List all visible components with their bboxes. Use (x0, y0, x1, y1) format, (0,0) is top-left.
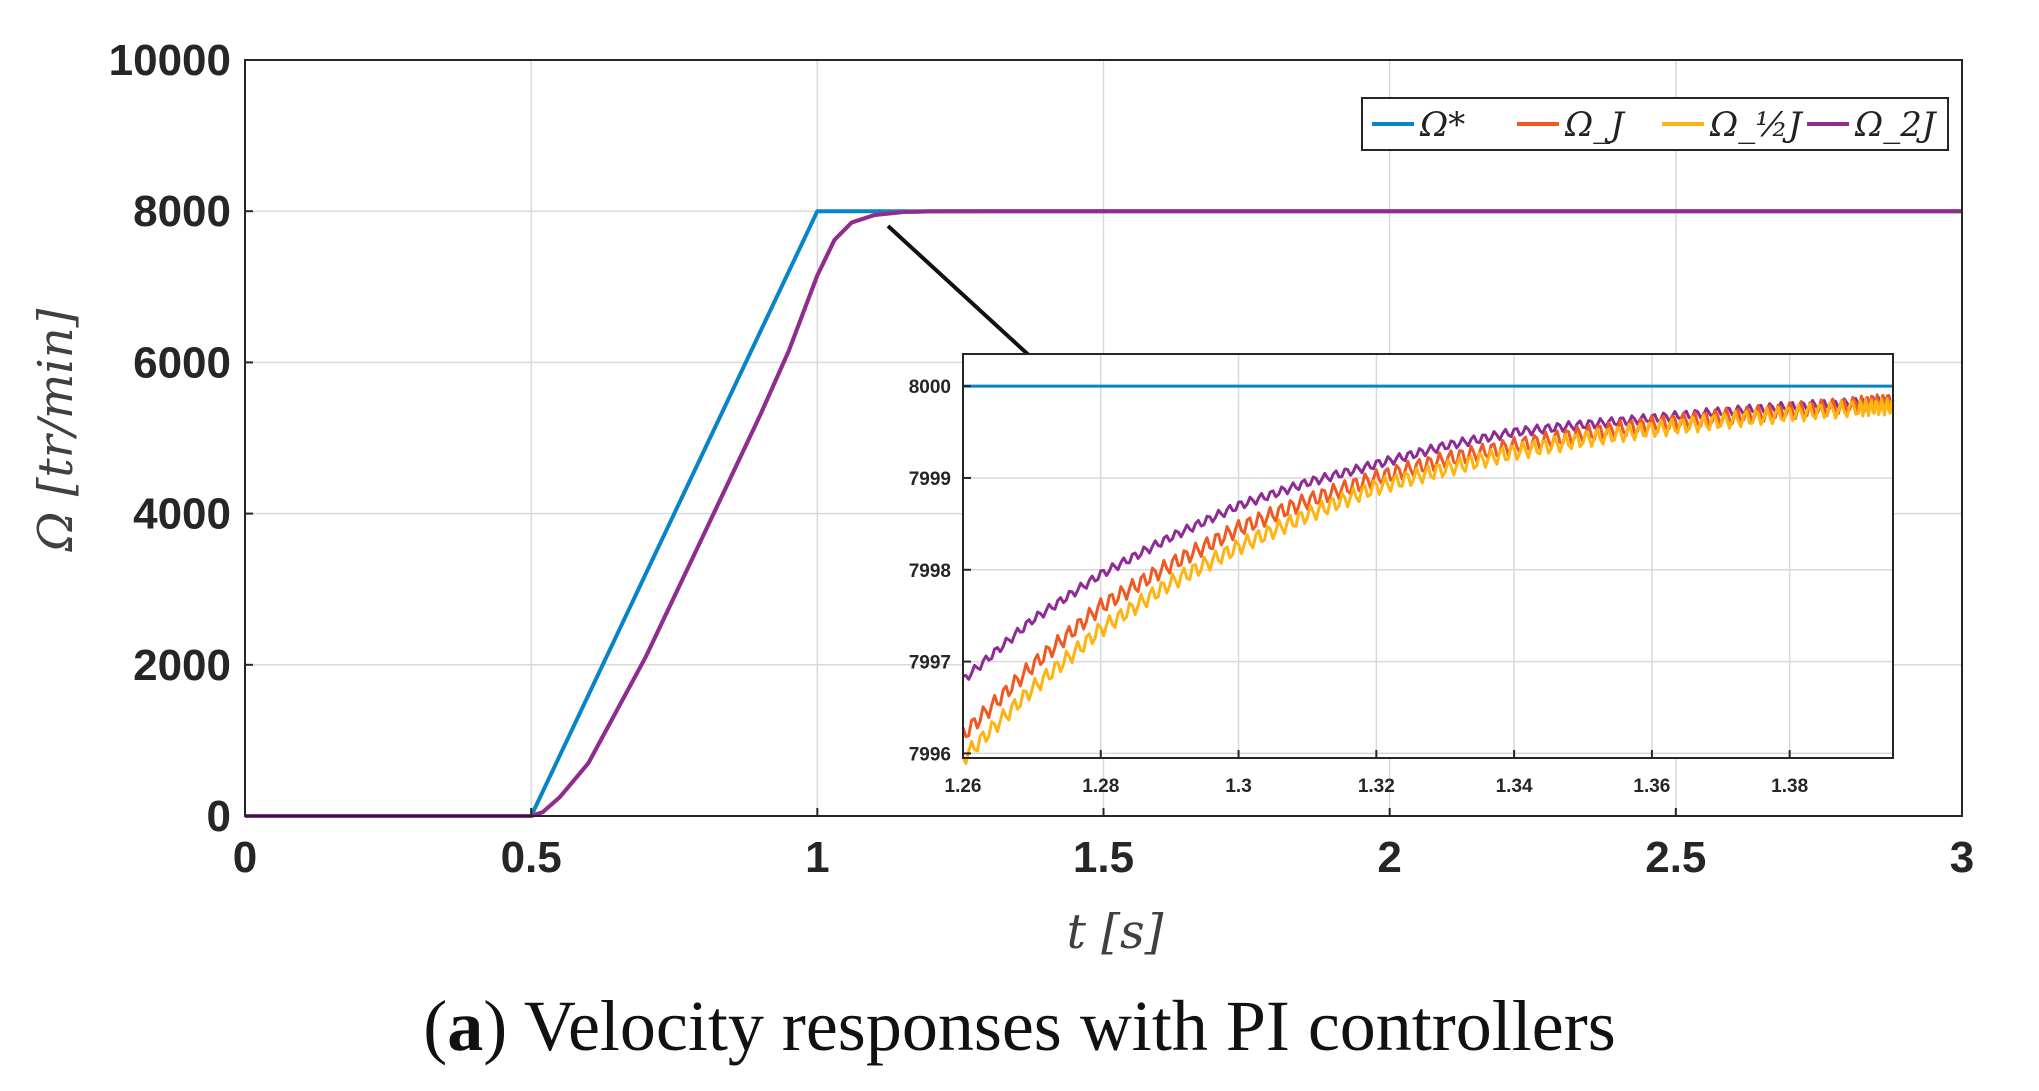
inset-x-tick-label: 1.38 (1771, 776, 1808, 797)
main-y-tick-label: 8000 (133, 187, 231, 236)
inset-series-half-j (961, 397, 1895, 765)
legend-label-half-j: Ω_½J (1709, 105, 1804, 145)
main-x-tick-label: 2.5 (1645, 833, 1706, 882)
inset-series-lines (961, 384, 1895, 765)
main-y-ticks: 0 2000 4000 6000 8000 10000 (109, 36, 253, 841)
x-axis-label: t [s] (1067, 904, 1164, 960)
legend-box (1361, 97, 1949, 151)
main-y-tick-label: 0 (207, 792, 231, 841)
main-series-two-j (245, 209, 1962, 818)
legend-label-j: Ω_J (1564, 105, 1626, 145)
inset-x-tick-label: 1.36 (1633, 776, 1670, 797)
legend: Ω* Ω_J Ω_½J Ω_2J (1361, 97, 1949, 151)
main-y-tick-label: 4000 (133, 490, 231, 539)
main-x-ticks: 0 0.5 1 1.5 2 2.5 3 (233, 808, 1974, 882)
inset-x-tick-label: 1.26 (945, 776, 982, 797)
main-x-tick-label: 1.5 (1073, 833, 1134, 882)
main-x-tick-label: 2 (1377, 833, 1401, 882)
inset-y-tick-label: 7996 (909, 744, 951, 765)
caption-text: Velocity responses with PI controllers (523, 986, 1616, 1066)
legend-label-ref: Ω* (1419, 105, 1465, 145)
inset-y-tick-label: 7998 (909, 561, 951, 582)
legend-label-two-j: Ω_2J (1854, 105, 1938, 145)
y-axis-label: Ω [tr/min] (28, 308, 84, 552)
main-y-tick-label: 2000 (133, 641, 231, 690)
caption-letter: a (447, 986, 484, 1066)
inset-x-ticks: 1.26 1.28 1.3 1.32 1.34 1.36 1.38 (945, 750, 1808, 797)
inset-y-tick-label: 7997 (909, 653, 951, 674)
inset-plot: 1.26 1.28 1.3 1.32 1.34 1.36 1.38 7996 7997 7998… (909, 353, 1895, 797)
inset-x-tick-label: 1.3 (1225, 776, 1251, 797)
inset-x-tick-label: 1.28 (1082, 776, 1119, 797)
inset-y-tick-label: 7999 (909, 469, 951, 490)
main-x-tick-label: 0 (233, 833, 257, 882)
main-x-tick-label: 1 (805, 833, 829, 882)
main-x-tick-label: 3 (1950, 833, 1974, 882)
main-y-tick-label: 6000 (133, 338, 231, 387)
inset-y-tick-label: 8000 (909, 377, 951, 398)
main-x-tick-label: 0.5 (501, 833, 562, 882)
inset-x-tick-label: 1.32 (1358, 776, 1395, 797)
figure-caption: (a) Velocity responses with PI controlle… (423, 986, 1616, 1066)
inset-y-ticks: 7996 7997 7998 7999 8000 (909, 377, 971, 765)
inset-x-tick-label: 1.34 (1496, 776, 1533, 797)
inset-plot-border (962, 353, 1894, 759)
main-y-tick-label: 10000 (109, 36, 231, 85)
